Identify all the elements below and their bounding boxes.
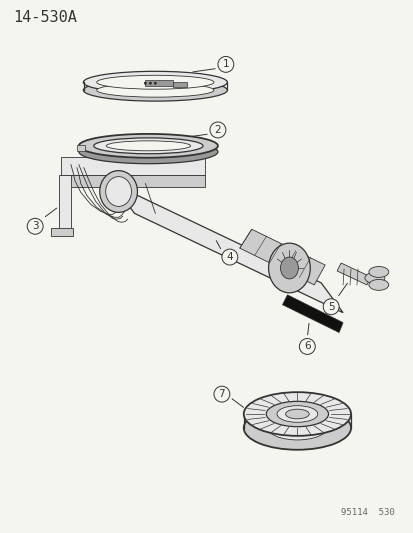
Circle shape bbox=[27, 219, 43, 234]
Ellipse shape bbox=[78, 134, 217, 158]
Text: 2: 2 bbox=[214, 125, 221, 135]
Ellipse shape bbox=[78, 140, 217, 164]
Bar bbox=[61, 175, 204, 187]
Text: 1: 1 bbox=[222, 59, 229, 69]
Text: 14-530A: 14-530A bbox=[13, 10, 77, 25]
Bar bbox=[59, 175, 71, 234]
Ellipse shape bbox=[83, 71, 227, 93]
Circle shape bbox=[299, 338, 315, 354]
Ellipse shape bbox=[364, 272, 384, 284]
Ellipse shape bbox=[266, 401, 328, 427]
Ellipse shape bbox=[243, 406, 350, 450]
Ellipse shape bbox=[267, 416, 326, 440]
Text: 6: 6 bbox=[303, 342, 310, 351]
Ellipse shape bbox=[368, 266, 388, 277]
Bar bbox=[51, 228, 73, 236]
Polygon shape bbox=[336, 263, 370, 285]
Text: 5: 5 bbox=[327, 302, 334, 312]
Ellipse shape bbox=[280, 257, 298, 279]
Ellipse shape bbox=[243, 392, 350, 436]
Circle shape bbox=[209, 122, 225, 138]
Bar bbox=[145, 80, 173, 86]
Ellipse shape bbox=[282, 422, 311, 434]
Bar bbox=[173, 82, 187, 87]
Ellipse shape bbox=[83, 79, 227, 101]
Text: 4: 4 bbox=[226, 252, 233, 262]
Bar bbox=[61, 157, 204, 175]
Ellipse shape bbox=[100, 171, 137, 212]
Ellipse shape bbox=[268, 243, 310, 293]
Ellipse shape bbox=[93, 138, 202, 154]
Circle shape bbox=[149, 82, 152, 85]
Ellipse shape bbox=[97, 75, 214, 89]
Circle shape bbox=[144, 82, 147, 85]
Text: 7: 7 bbox=[218, 389, 225, 399]
Bar bbox=[77, 145, 85, 151]
Ellipse shape bbox=[368, 279, 388, 290]
Circle shape bbox=[217, 56, 233, 72]
Ellipse shape bbox=[106, 141, 190, 151]
Circle shape bbox=[221, 249, 237, 265]
Ellipse shape bbox=[276, 406, 317, 422]
Circle shape bbox=[214, 386, 229, 402]
Text: 3: 3 bbox=[32, 221, 38, 231]
Ellipse shape bbox=[105, 176, 131, 206]
Circle shape bbox=[323, 299, 338, 314]
Text: 95114  530: 95114 530 bbox=[340, 508, 394, 518]
Circle shape bbox=[154, 82, 157, 85]
Ellipse shape bbox=[285, 409, 309, 419]
Polygon shape bbox=[112, 183, 342, 313]
Polygon shape bbox=[282, 295, 342, 333]
Polygon shape bbox=[239, 229, 325, 285]
Ellipse shape bbox=[97, 83, 214, 97]
